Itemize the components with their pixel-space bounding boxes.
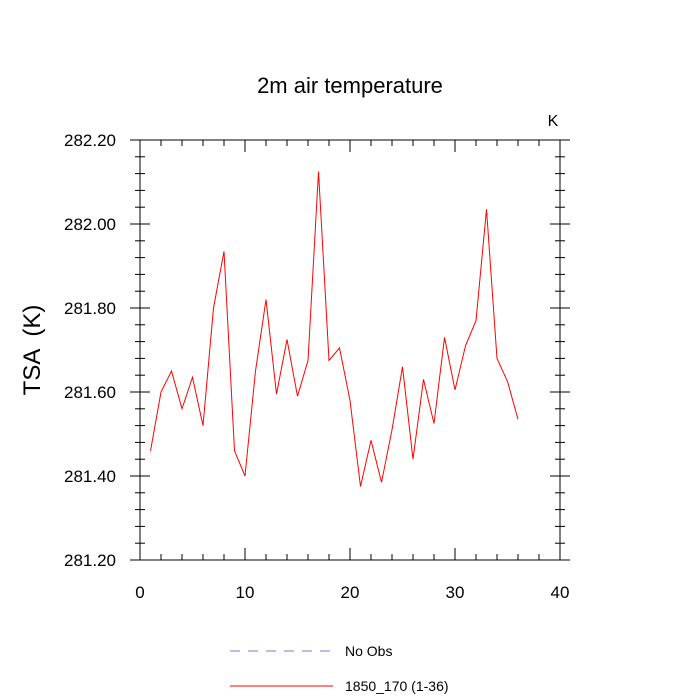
x-tick-label: 30 bbox=[446, 583, 465, 602]
x-tick-labels: 0 10 20 30 40 bbox=[135, 583, 569, 602]
y-tick-label: 282.20 bbox=[64, 131, 116, 150]
units-label: K bbox=[548, 113, 559, 130]
plot-frame bbox=[139, 139, 561, 561]
legend-label: No Obs bbox=[345, 643, 392, 659]
legend: No Obs 1850_170 (1-36) bbox=[230, 643, 449, 694]
y-tick-labels: 281.20 281.40 281.60 281.80 282.00 282.20 bbox=[64, 131, 116, 570]
y-tick-label: 281.40 bbox=[64, 467, 116, 486]
x-tick-label: 0 bbox=[135, 583, 144, 602]
chart-title: 2m air temperature bbox=[257, 73, 443, 98]
x-tick-label: 10 bbox=[236, 583, 255, 602]
y-tick-label: 281.20 bbox=[64, 551, 116, 570]
y-tick-label: 281.80 bbox=[64, 299, 116, 318]
legend-label: 1850_170 (1-36) bbox=[345, 678, 449, 694]
plot-area bbox=[150, 171, 519, 487]
series-line bbox=[150, 171, 519, 487]
axis-ticks bbox=[130, 139, 570, 561]
x-tick-label: 40 bbox=[551, 583, 570, 602]
x-tick-label: 20 bbox=[341, 583, 360, 602]
y-tick-label: 281.60 bbox=[64, 383, 116, 402]
y-tick-label: 282.00 bbox=[64, 215, 116, 234]
y-axis-label: TSA (K) bbox=[19, 305, 46, 396]
